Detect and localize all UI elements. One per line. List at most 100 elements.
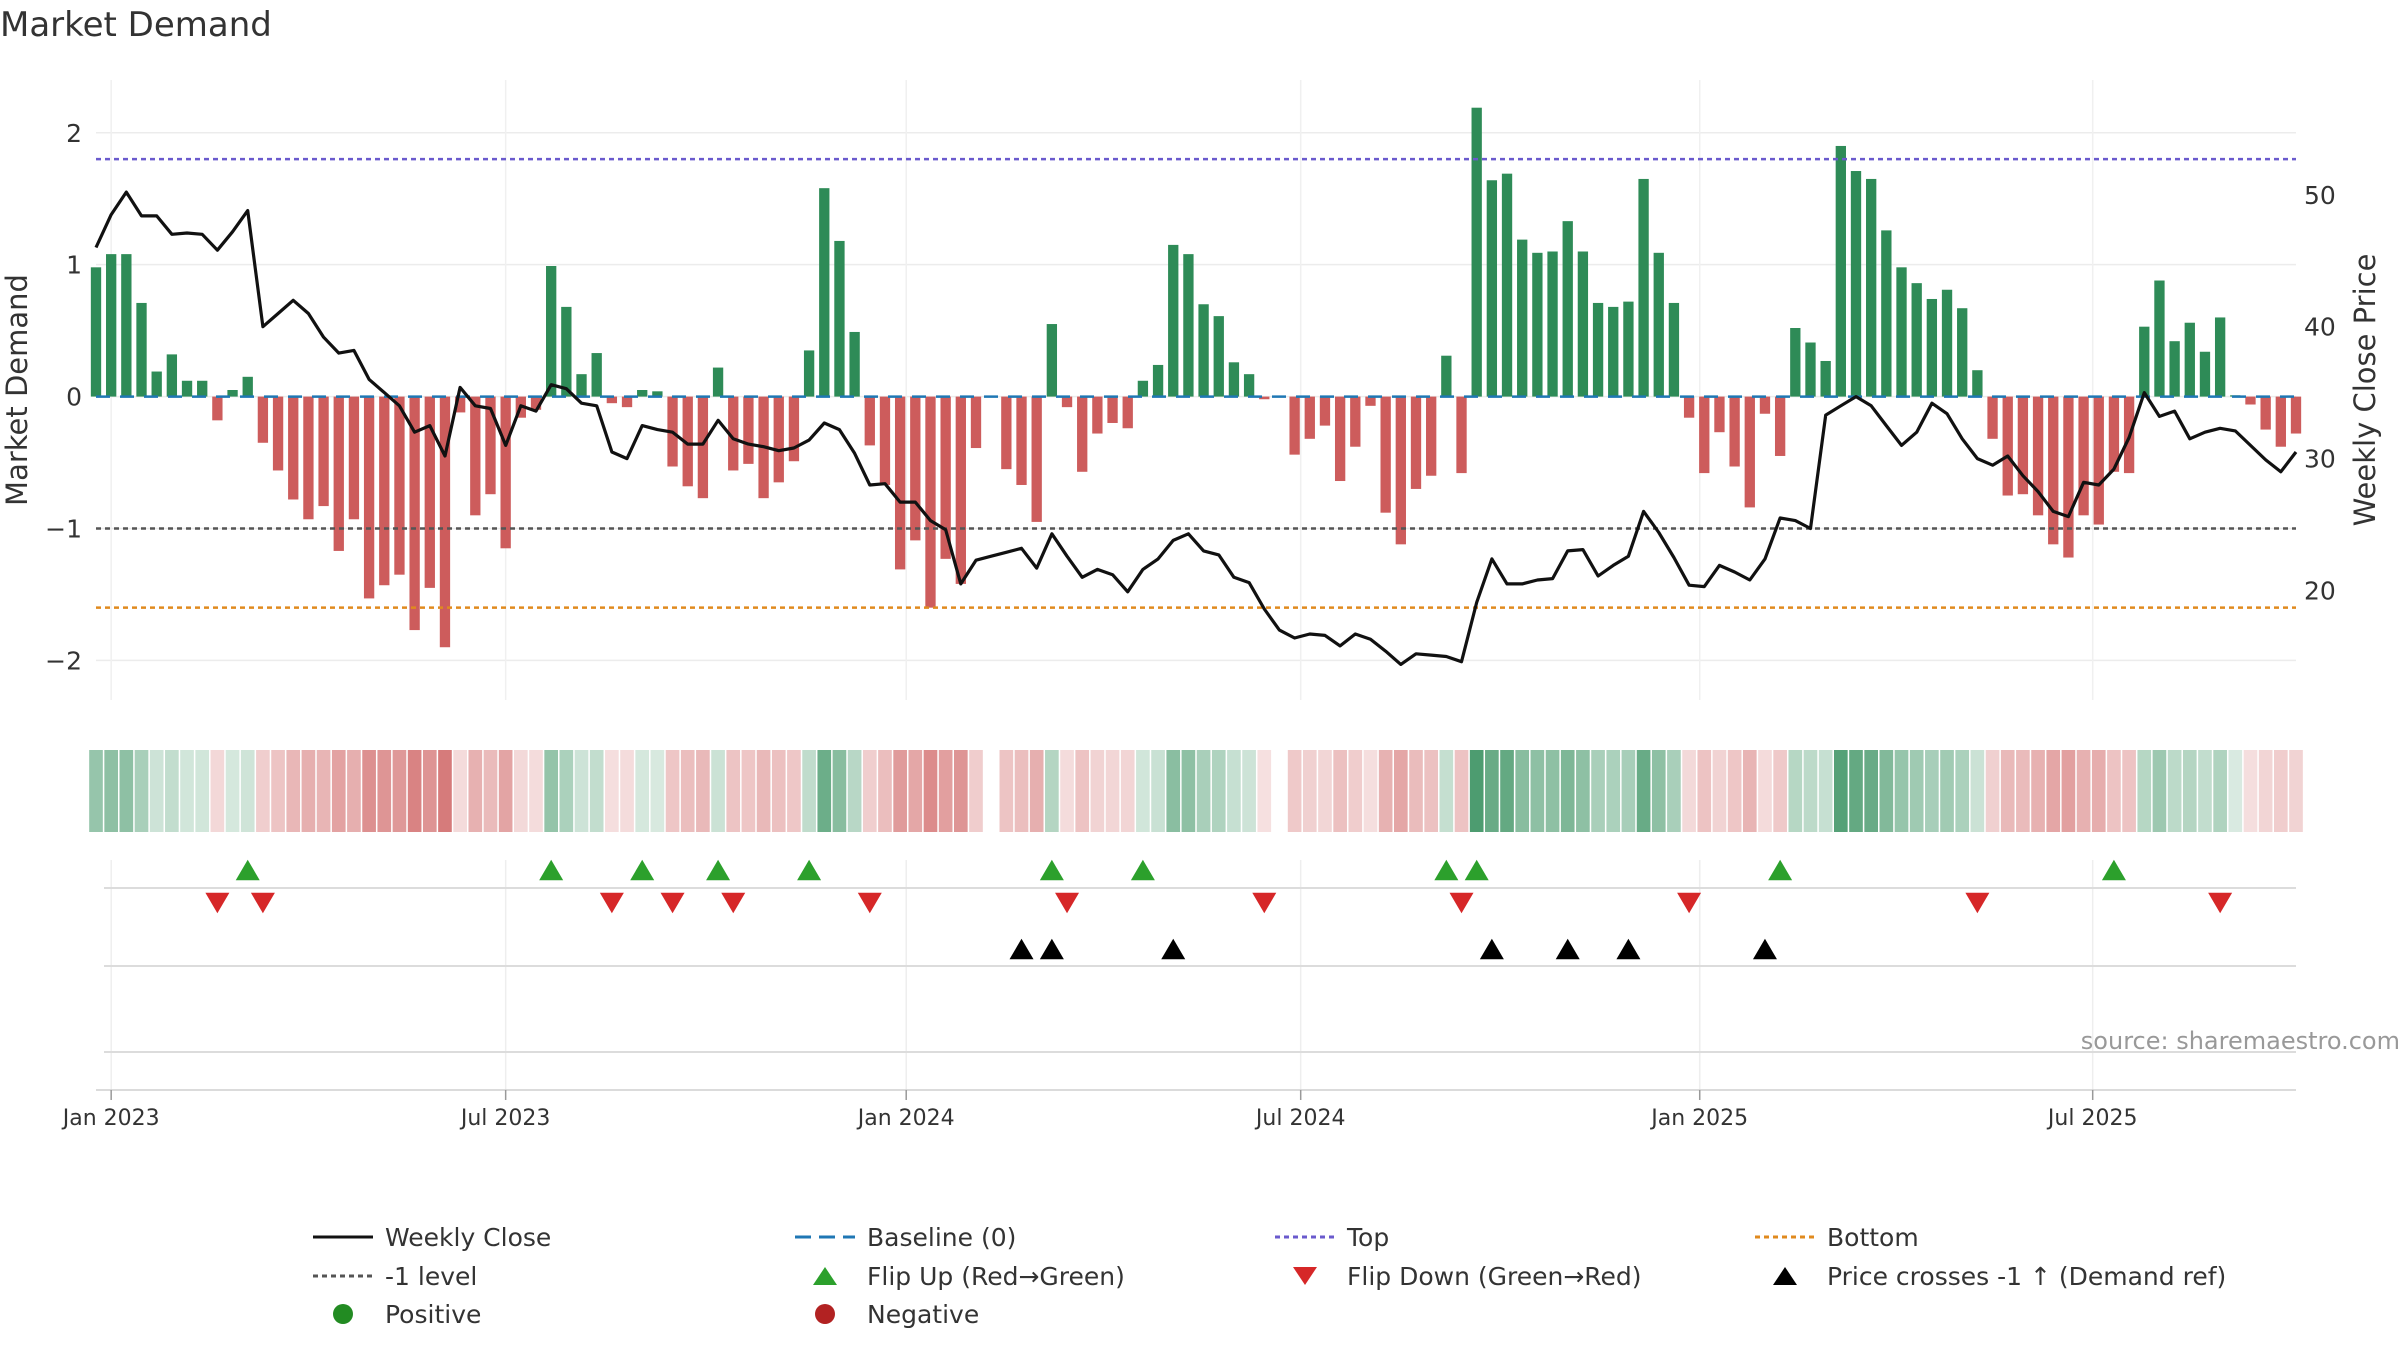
demand-bar xyxy=(2290,396,2302,434)
heat-cell xyxy=(1742,750,1757,832)
demand-bar xyxy=(2169,341,2180,397)
y-tick-left: −1 xyxy=(45,515,82,544)
demand-bar xyxy=(454,396,466,413)
flip-down-marker xyxy=(2208,892,2233,914)
demand-bar xyxy=(470,396,481,516)
heat-cell xyxy=(741,750,756,832)
heat-cell xyxy=(574,750,589,832)
heat-cell xyxy=(2137,750,2152,832)
heat-cell xyxy=(1909,750,1924,832)
cross-up-marker xyxy=(1479,938,1504,960)
heat-cell xyxy=(1955,750,1970,832)
demand-bar xyxy=(1577,251,1589,397)
demand-bar xyxy=(591,353,602,397)
heat-cell xyxy=(954,750,968,832)
x-tick-label: Jan 2023 xyxy=(61,1106,160,1131)
demand-bar xyxy=(136,302,147,397)
heat-cell xyxy=(195,750,210,832)
demand-bar xyxy=(925,396,936,608)
heat-cell xyxy=(726,750,741,832)
heat-cell xyxy=(514,750,528,832)
legend-swatch-dot xyxy=(815,1304,835,1324)
heat-cell xyxy=(1014,750,1029,832)
heat-cell xyxy=(1105,750,1120,832)
heat-cell xyxy=(1348,750,1363,832)
weekly-close-line xyxy=(94,190,2298,667)
heat-cell xyxy=(2091,750,2106,832)
legend: Weekly Close Baseline (0) Top Bottom -1 leve… xyxy=(313,1223,2226,1329)
axes: 2 1 0 −1 −2 50 40 30 20 Market Demand Weekly Close… xyxy=(0,119,2382,1131)
heat-cell xyxy=(635,750,650,832)
flip-up-marker xyxy=(1130,859,1155,881)
heat-cell xyxy=(802,750,816,832)
demand-bar xyxy=(1941,289,1953,397)
chart-title: Market Demand xyxy=(0,5,272,45)
legend-swatch-triangle-up xyxy=(1773,1267,1797,1285)
legend-label: Positive xyxy=(385,1300,481,1329)
demand-bar xyxy=(1016,396,1027,485)
demand-bar xyxy=(1168,244,1179,397)
demand-bar xyxy=(1410,396,1422,489)
heat-cell xyxy=(1257,750,1272,832)
heat-cell xyxy=(240,750,255,832)
demand-bar xyxy=(1350,396,1361,447)
heat-cell xyxy=(862,750,877,832)
heat-cell xyxy=(1970,750,1985,832)
legend-label: Top xyxy=(1346,1223,1389,1252)
demand-bar xyxy=(576,374,587,397)
flip-up-marker xyxy=(1464,859,1489,881)
heat-cell xyxy=(2182,750,2197,832)
heat-cell xyxy=(756,750,771,832)
demand-bar xyxy=(621,396,633,408)
y-tick-left: −2 xyxy=(45,646,82,675)
demand-bar xyxy=(1729,396,1740,467)
demand-bar xyxy=(1334,396,1346,482)
flip-up-marker xyxy=(706,859,731,881)
heat-cell xyxy=(377,750,392,832)
demand-bar xyxy=(1957,308,1968,397)
legend-item: Flip Up (Red→Green) xyxy=(813,1262,1125,1291)
y-axis-label-right: Weekly Close Price xyxy=(2348,254,2382,527)
demand-bar xyxy=(2245,396,2256,405)
heat-cell xyxy=(1500,750,1514,832)
demand-bar xyxy=(1911,283,1922,397)
heat-cell xyxy=(1136,750,1150,832)
heat-cell xyxy=(1849,750,1863,832)
heat-cell xyxy=(1045,750,1059,832)
demand-bar xyxy=(1001,396,1012,470)
heat-cell xyxy=(1925,750,1939,832)
demand-bar xyxy=(2032,396,2044,516)
heat-cell xyxy=(2167,750,2182,832)
heat-cell xyxy=(2000,750,2015,832)
heat-cell xyxy=(316,750,331,832)
source-label: source: sharemaestro.com xyxy=(2081,1027,2400,1055)
heat-cell xyxy=(620,750,634,832)
heat-cell xyxy=(1196,750,1211,832)
heat-cell xyxy=(1636,750,1651,832)
demand-bar xyxy=(2214,317,2226,397)
legend-label: Flip Up (Red→Green) xyxy=(867,1262,1125,1291)
demand-bar xyxy=(257,396,269,443)
heat-cell xyxy=(498,750,513,832)
flip-up-marker xyxy=(1039,859,1064,881)
heat-cell xyxy=(908,750,923,832)
flip-down-marker xyxy=(250,892,275,914)
heat-cell xyxy=(2258,750,2273,832)
demand-bar xyxy=(303,396,314,520)
heat-cell xyxy=(771,750,786,832)
heat-cell xyxy=(1394,750,1408,832)
demand-bar xyxy=(1501,173,1513,397)
demand-bar xyxy=(1547,251,1558,397)
demand-bar xyxy=(1805,342,1816,397)
legend-item: Weekly Close xyxy=(313,1223,551,1252)
demand-bar xyxy=(546,266,557,397)
demand-bar xyxy=(1107,396,1118,423)
heat-cell xyxy=(2274,750,2288,832)
demand-bar xyxy=(1744,396,1755,508)
heat-cell xyxy=(1333,750,1347,832)
heat-cell xyxy=(104,750,118,832)
demand-bar xyxy=(773,396,784,483)
demand-bar xyxy=(849,331,860,397)
heat-cell xyxy=(2243,750,2258,832)
heat-cell xyxy=(1773,750,1787,832)
